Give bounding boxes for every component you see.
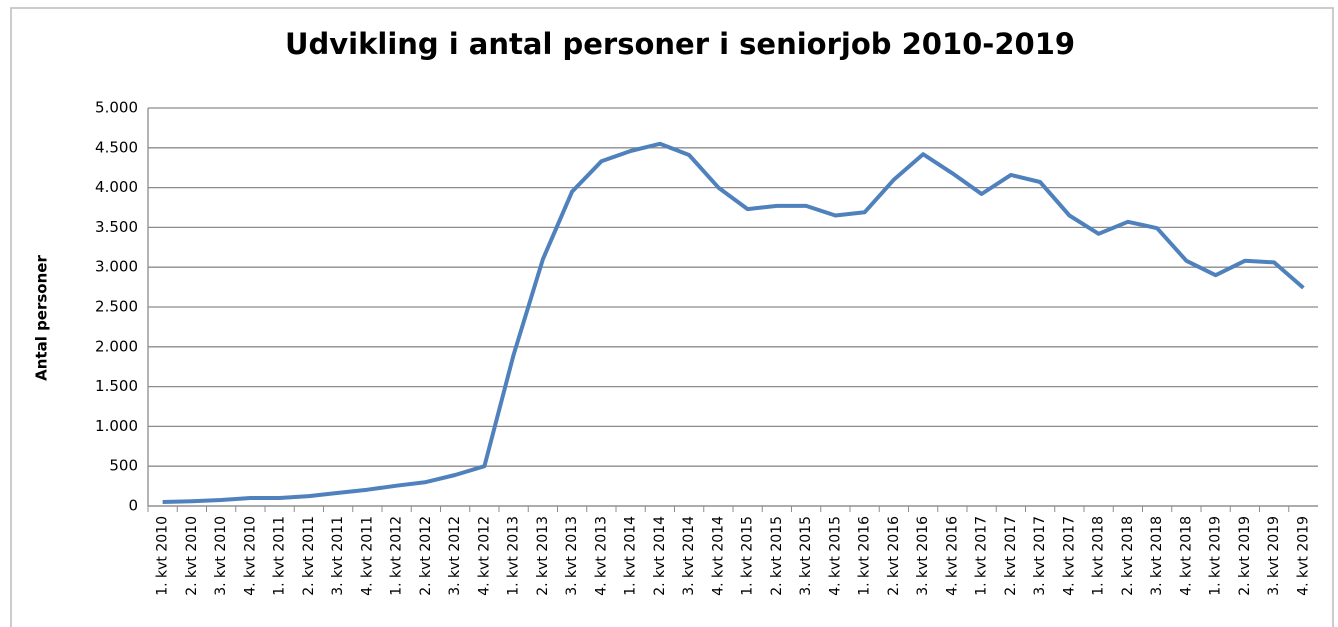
x-tick-label: 3. kvt 2018 [1149,516,1165,596]
y-tick-label: 3.500 [95,218,138,236]
x-tick-label: 3. kvt 2019 [1266,516,1282,596]
x-tick-label: 2. kvt 2017 [1003,516,1019,596]
x-tick-label: 4. kvt 2012 [476,516,492,596]
x-tick-label: 4. kvt 2019 [1295,516,1311,596]
y-tick-label: 2.000 [95,337,138,355]
x-tick-label: 4. kvt 2017 [1061,516,1077,596]
x-tick-label: 3. kvt 2017 [1032,516,1048,596]
y-axis-label: Antal personer [33,255,51,381]
x-tick-label: 2. kvt 2016 [886,516,902,596]
x-tick-label: 1. kvt 2019 [1208,516,1224,596]
x-tick-label: 4. kvt 2018 [1178,516,1194,596]
x-tick-label: 1. kvt 2017 [974,516,990,596]
x-tick-label: 4. kvt 2010 [242,516,258,596]
x-tick-label: 1. kvt 2015 [740,516,756,596]
x-tick-label: 3. kvt 2012 [447,516,463,596]
y-tick-label: 2.500 [95,298,138,316]
chart-title: Udvikling i antal personer i seniorjob 2… [285,27,1075,61]
x-tick-label: 1. kvt 2016 [857,516,873,596]
y-tick-label: 0 [128,497,138,515]
y-tick-label: 500 [109,457,138,475]
y-tick-label: 1.500 [95,377,138,395]
x-tick-label: 1. kvt 2010 [155,516,171,596]
x-tick-label: 1. kvt 2014 [623,516,639,596]
y-tick-label: 5.000 [95,99,138,117]
x-tick-label: 1. kvt 2013 [506,516,522,596]
x-tick-label: 2. kvt 2015 [769,516,785,596]
x-tick-label: 3. kvt 2011 [330,516,346,596]
x-tick-label: 2. kvt 2011 [301,516,317,596]
x-tick-label: 4. kvt 2011 [359,516,375,596]
x-tick-label: 3. kvt 2015 [798,516,814,596]
x-tick-label: 4. kvt 2013 [593,516,609,596]
x-tick-label: 3. kvt 2010 [213,516,229,596]
data-line [162,141,1305,504]
x-tick-label: 1. kvt 2012 [389,516,405,596]
chart-frame [10,7,1334,627]
x-tick-label: 2. kvt 2014 [652,516,668,596]
x-tick-label: 3. kvt 2013 [564,516,580,596]
y-tick-label: 4.500 [95,138,138,156]
x-tick-label: 4. kvt 2016 [944,516,960,596]
x-tick-label: 3. kvt 2014 [681,516,697,596]
x-tick-label: 1. kvt 2018 [1091,516,1107,596]
x-tick-label: 1. kvt 2011 [272,516,288,596]
x-tick-label: 2. kvt 2018 [1120,516,1136,596]
y-tick-label: 4.000 [95,178,138,196]
x-tick-label: 2. kvt 2010 [184,516,200,596]
y-tick-label: 3.000 [95,258,138,276]
x-tick-label: 3. kvt 2016 [915,516,931,596]
y-tick-label: 1.000 [95,417,138,435]
x-tick-label: 2. kvt 2013 [535,516,551,596]
x-tick-label: 2. kvt 2019 [1237,516,1253,596]
x-tick-label: 2. kvt 2012 [418,516,434,596]
x-tick-label: 4. kvt 2015 [827,516,843,596]
x-tick-label: 4. kvt 2014 [710,516,726,596]
